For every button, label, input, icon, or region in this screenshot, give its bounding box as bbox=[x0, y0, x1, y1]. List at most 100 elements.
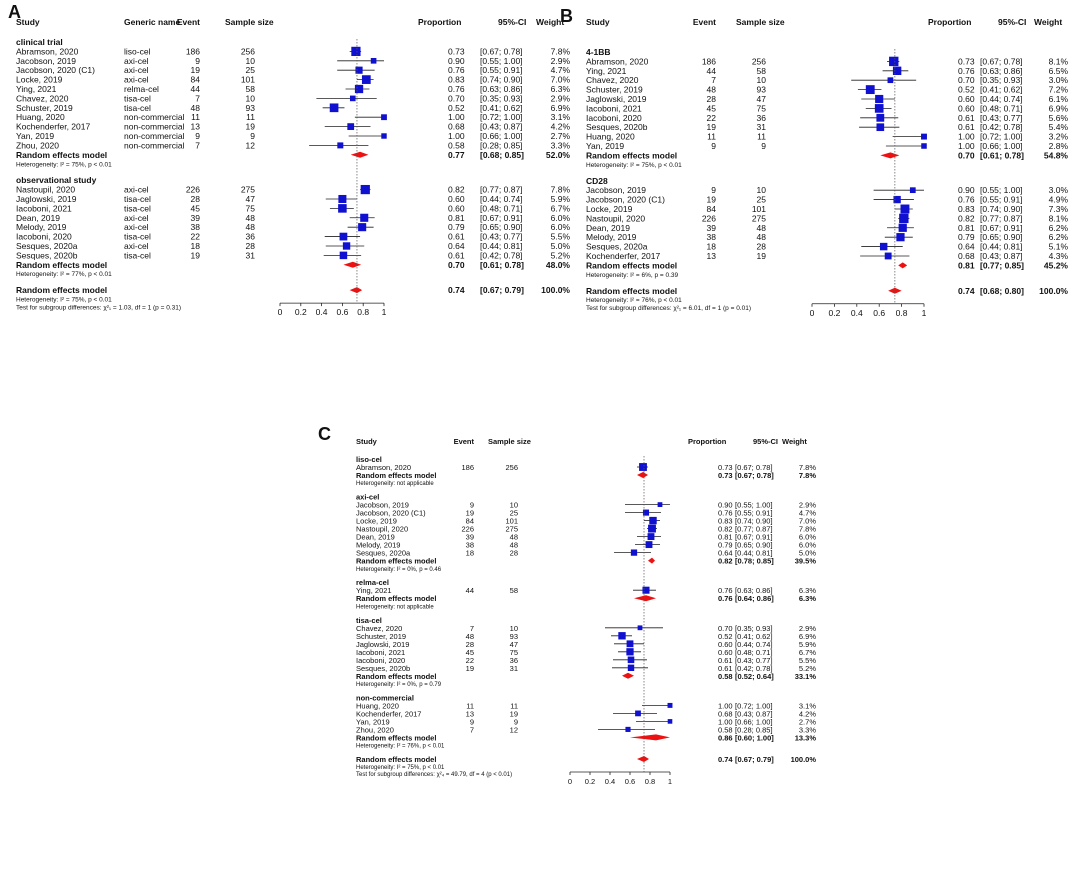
sample-size: 75 bbox=[246, 203, 256, 213]
pooled-diamond bbox=[637, 472, 648, 478]
study-square bbox=[874, 104, 884, 113]
study-name: Ying, 2021 bbox=[356, 586, 392, 595]
study-square bbox=[626, 648, 634, 656]
study-name: Yan, 2019 bbox=[356, 717, 390, 726]
x-tick-label: 0.2 bbox=[295, 307, 307, 317]
pooled-ci: [0.52; 0.64] bbox=[735, 672, 774, 681]
weight-value: 7.8% bbox=[551, 185, 571, 195]
proportion-value: 0.73 bbox=[718, 463, 733, 472]
header-weight: Weight bbox=[782, 437, 807, 446]
event-count: 19 bbox=[707, 122, 717, 132]
study-square bbox=[887, 77, 894, 84]
study-name: Abramson, 2020 bbox=[16, 46, 79, 56]
ci-value: [0.55; 0.91] bbox=[980, 195, 1023, 205]
study-square bbox=[337, 142, 344, 149]
ci-value: [0.41; 0.62] bbox=[980, 85, 1023, 95]
panel-c: C Study Event Sample size Proportion 95%-CI We… bbox=[318, 424, 816, 786]
generic-name: axi-cel bbox=[124, 65, 149, 75]
sample-size: 31 bbox=[757, 122, 767, 132]
proportion-value: 0.68 bbox=[718, 709, 733, 718]
pooled-weight: 48.0% bbox=[546, 260, 571, 270]
ci-value: [0.67; 0.78] bbox=[480, 46, 523, 56]
weight-value: 6.0% bbox=[551, 222, 571, 232]
subgroup-title: CD28 bbox=[586, 176, 608, 186]
event-count: 84 bbox=[466, 517, 474, 526]
event-count: 7 bbox=[711, 75, 716, 85]
x-tick-label: 0.6 bbox=[625, 777, 635, 786]
proportion-value: 0.61 bbox=[958, 113, 975, 123]
proportion-value: 0.52 bbox=[958, 85, 975, 95]
weight-value: 6.2% bbox=[1049, 232, 1069, 242]
generic-name: relma-cel bbox=[124, 84, 159, 94]
sample-size: 75 bbox=[757, 103, 767, 113]
weight-value: 5.5% bbox=[551, 232, 571, 242]
event-count: 11 bbox=[707, 132, 716, 142]
sample-size: 58 bbox=[757, 66, 767, 76]
proportion-value: 0.60 bbox=[718, 648, 733, 657]
panel-b: B Study Event Sample size Proportion 95%-CI We… bbox=[560, 6, 1068, 318]
heterogeneity-text: Heterogeneity: I² = 75%, p < 0.01 bbox=[586, 162, 682, 169]
sample-size: 9 bbox=[514, 717, 518, 726]
header-generic-name: Generic name bbox=[124, 17, 180, 27]
study-name: Kochenderfer, 2017 bbox=[356, 709, 421, 718]
weight-value: 6.1% bbox=[1049, 94, 1069, 104]
weight-value: 3.0% bbox=[1049, 185, 1069, 195]
overall-ci: [0.67; 0.79] bbox=[480, 285, 524, 295]
event-count: 18 bbox=[466, 549, 474, 558]
ci-value: [0.35; 0.93] bbox=[735, 624, 773, 633]
weight-value: 3.3% bbox=[551, 140, 571, 150]
proportion-value: 0.68 bbox=[958, 251, 975, 261]
sample-size: 101 bbox=[241, 75, 255, 85]
pooled-diamond bbox=[343, 261, 362, 268]
event-count: 226 bbox=[461, 525, 474, 534]
sample-size: 19 bbox=[757, 251, 767, 261]
event-count: 19 bbox=[707, 195, 717, 205]
proportion-value: 0.90 bbox=[958, 185, 975, 195]
study-name: Huang, 2020 bbox=[16, 112, 65, 122]
event-count: 186 bbox=[461, 463, 474, 472]
weight-value: 2.7% bbox=[799, 717, 816, 726]
proportion-value: 0.90 bbox=[718, 501, 733, 510]
panel-letter: A bbox=[8, 2, 21, 22]
pooled-diamond bbox=[898, 262, 908, 269]
study-square bbox=[360, 184, 370, 195]
sample-size: 36 bbox=[757, 113, 767, 123]
overall-proportion: 0.74 bbox=[958, 286, 975, 296]
study-name: Chavez, 2020 bbox=[16, 93, 69, 103]
pooled-diamond bbox=[880, 152, 900, 159]
proportion-value: 0.60 bbox=[448, 194, 465, 204]
sample-size: 93 bbox=[757, 85, 767, 95]
study-square bbox=[358, 223, 367, 232]
event-count: 44 bbox=[707, 66, 717, 76]
event-count: 39 bbox=[191, 213, 201, 223]
study-square bbox=[351, 46, 361, 57]
sample-size: 10 bbox=[246, 93, 256, 103]
study-square bbox=[642, 509, 650, 516]
re-label: Random effects model bbox=[356, 557, 436, 566]
study-square bbox=[354, 84, 364, 94]
re-label: Random effects model bbox=[356, 672, 436, 681]
re-label: Random effects model bbox=[16, 260, 107, 270]
study-square bbox=[625, 726, 631, 732]
ci-value: [0.55; 0.91] bbox=[480, 65, 523, 75]
proportion-value: 0.83 bbox=[718, 517, 733, 526]
proportion-value: 0.60 bbox=[958, 103, 975, 113]
study-name: Abramson, 2020 bbox=[356, 463, 411, 472]
proportion-value: 0.68 bbox=[448, 122, 465, 132]
study-name: Jaglowski, 2019 bbox=[16, 194, 77, 204]
study-square bbox=[381, 114, 387, 121]
event-count: 45 bbox=[466, 648, 474, 657]
subgroup-title: non-commercial bbox=[356, 693, 414, 702]
study-name: Huang, 2020 bbox=[586, 132, 635, 142]
weight-value: 5.1% bbox=[1049, 242, 1069, 252]
pooled-weight: 6.3% bbox=[799, 594, 816, 603]
header-ci: 95%-CI bbox=[498, 17, 526, 27]
weight-value: 4.7% bbox=[799, 509, 816, 518]
study-square bbox=[361, 75, 371, 84]
event-count: 45 bbox=[191, 203, 201, 213]
ci-value: [0.63; 0.86] bbox=[735, 586, 773, 595]
study-square bbox=[347, 123, 355, 130]
subgroup-test: Test for subgroup differences: χ²₁ = 6.0… bbox=[586, 305, 751, 312]
study-square bbox=[667, 702, 673, 708]
study-square bbox=[876, 113, 885, 122]
